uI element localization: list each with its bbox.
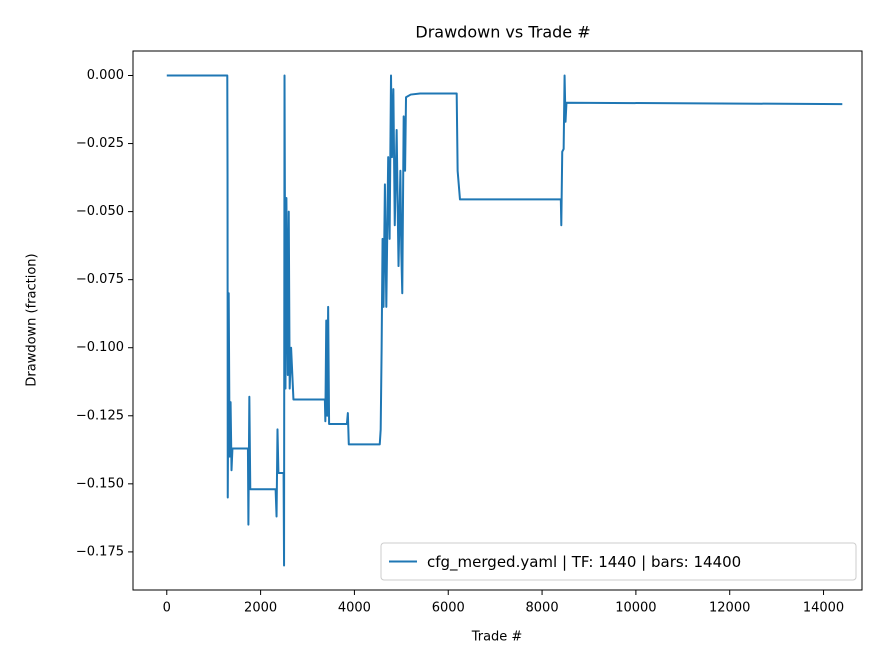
- x-tick-label: 10000: [615, 601, 656, 616]
- y-axis-label: Drawdown (fraction): [25, 253, 40, 386]
- chart-title: Drawdown vs Trade #: [415, 23, 590, 42]
- x-tick-label: 4000: [338, 601, 371, 616]
- x-tick-label: 14000: [803, 601, 844, 616]
- y-tick-label: −0.025: [76, 136, 124, 151]
- legend-box: [380, 542, 857, 581]
- y-tick-label: −0.175: [76, 544, 124, 559]
- y-tick-label: −0.050: [76, 204, 124, 219]
- x-tick-label: 12000: [709, 601, 750, 616]
- y-tick-label: −0.075: [76, 272, 124, 287]
- data-line: [166, 74, 843, 567]
- x-tick-label: 8000: [526, 601, 559, 616]
- y-tick-label: 0.000: [87, 68, 124, 83]
- legend-label: cfg_merged.yaml | TF: 1440 | bars: 14400: [427, 553, 741, 572]
- x-tick-label: 2000: [244, 601, 277, 616]
- plot-frame: [132, 50, 863, 591]
- y-tick-label: −0.100: [76, 340, 124, 355]
- y-tick-label: −0.125: [76, 408, 124, 423]
- y-tick-label: −0.150: [76, 476, 124, 491]
- x-axis-label: Trade #: [471, 630, 523, 645]
- x-tick-label: 0: [163, 601, 171, 616]
- x-tick-label: 6000: [432, 601, 465, 616]
